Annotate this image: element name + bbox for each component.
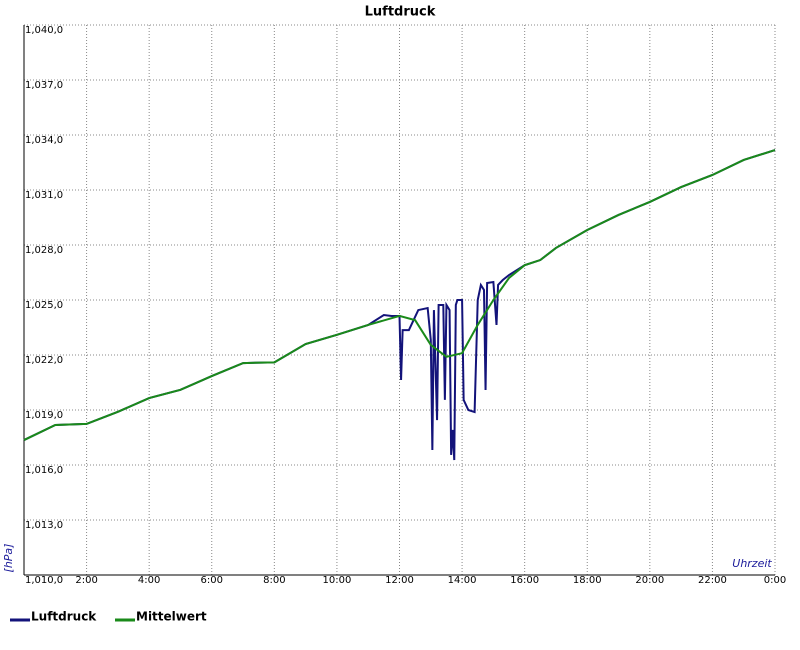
- x-tick-label: 22:00: [698, 575, 727, 586]
- x-tick-label: 6:00: [201, 575, 223, 586]
- y-tick-label: 1,016,0: [25, 465, 63, 476]
- x-tick-label: 0:00: [764, 575, 786, 586]
- x-tick-label: 12:00: [385, 575, 414, 586]
- x-tick-label: 2:00: [75, 575, 97, 586]
- legend-label: Luftdruck: [31, 610, 97, 624]
- y-tick-label: 1,037,0: [25, 80, 63, 91]
- y-axis-label: [hPa]: [2, 544, 15, 573]
- y-tick-label: 1,013,0: [25, 520, 63, 531]
- x-tick-label: 16:00: [510, 575, 539, 586]
- chart-title: Luftdruck: [365, 5, 436, 20]
- y-tick-label: 1,040,0: [25, 25, 63, 36]
- y-tick-label: 1,010,0: [25, 575, 63, 586]
- y-tick-label: 1,019,0: [25, 410, 63, 421]
- x-tick-label: 20:00: [635, 575, 664, 586]
- y-tick-label: 1,028,0: [25, 245, 63, 256]
- x-axis-label: Uhrzeit: [732, 557, 772, 570]
- x-tick-label: 14:00: [448, 575, 477, 586]
- y-tick-label: 1,025,0: [25, 300, 63, 311]
- x-tick-label: 18:00: [573, 575, 602, 586]
- y-tick-label: 1,022,0: [25, 355, 63, 366]
- y-tick-label: 1,034,0: [25, 135, 63, 146]
- line-series: [23, 149, 776, 441]
- y-tick-label: 1,031,0: [25, 190, 63, 201]
- x-tick-label: 10:00: [323, 575, 352, 586]
- x-tick-label: 4:00: [138, 575, 160, 586]
- x-tick-label: 8:00: [263, 575, 285, 586]
- legend-label: Mittelwert: [136, 610, 207, 624]
